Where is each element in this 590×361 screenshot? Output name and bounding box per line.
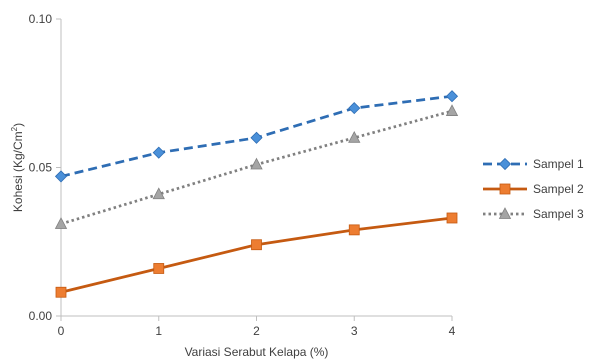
data-point — [250, 131, 263, 144]
x-tick-label: 3 — [351, 324, 358, 338]
data-point — [445, 104, 459, 116]
data-point — [348, 224, 360, 236]
data-point — [153, 263, 165, 274]
series-2 — [55, 212, 458, 298]
x-tick-label: 0 — [58, 324, 65, 338]
legend-marker — [499, 183, 511, 195]
legend-label: Sampel 2 — [533, 182, 584, 196]
legend: Sampel 1 Sampel 2 Sampel 3 — [483, 157, 584, 221]
data-point — [54, 170, 68, 183]
y-tick-label: 0.05 — [29, 161, 53, 175]
series-layer — [54, 90, 459, 298]
data-point — [348, 130, 361, 143]
x-tick-label: 2 — [253, 324, 260, 338]
legend-item-3: Sampel 3 — [483, 207, 584, 221]
legend-item-1: Sampel 1 — [483, 157, 584, 171]
x-axis-title: Variasi Serabut Kelapa (%) — [185, 345, 329, 359]
x-tick-label: 4 — [449, 324, 456, 338]
legend-marker — [498, 207, 512, 219]
data-point — [152, 187, 165, 200]
data-point — [55, 286, 67, 298]
data-point — [446, 212, 458, 224]
y-axis-title-close: ) — [11, 123, 25, 127]
y-tick-label: 0.10 — [29, 12, 53, 26]
x-tick-label: 1 — [155, 324, 162, 338]
data-point — [54, 217, 68, 229]
legend-marker — [498, 157, 512, 171]
y-axis-title-main: Kohesi (Kg/Cm — [11, 131, 25, 212]
data-point — [250, 157, 263, 170]
data-point — [445, 90, 459, 103]
y-axis-title-superscript: 2 — [10, 126, 19, 131]
legend-label: Sampel 1 — [533, 157, 584, 171]
data-point — [251, 239, 262, 251]
x-tick-labels: 0 1 2 3 4 — [58, 316, 456, 338]
y-tick-labels: 0.00 0.05 0.10 — [29, 12, 61, 323]
data-point — [348, 102, 361, 115]
legend-label: Sampel 3 — [533, 207, 584, 221]
series-line — [60, 216, 453, 294]
y-tick-label: 0.00 — [29, 309, 53, 323]
series-1 — [54, 90, 459, 183]
y-axis-title: Kohesi (Kg/Cm2) — [10, 123, 25, 212]
series-3 — [54, 104, 459, 229]
data-point — [152, 146, 165, 159]
legend-item-2: Sampel 2 — [483, 182, 584, 196]
